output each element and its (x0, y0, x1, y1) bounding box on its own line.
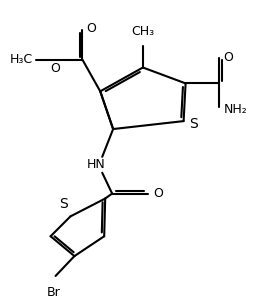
Text: S: S (59, 198, 68, 211)
Text: CH₃: CH₃ (131, 25, 155, 38)
Text: NH₂: NH₂ (223, 103, 247, 116)
Text: S: S (190, 117, 198, 131)
Text: O: O (51, 62, 61, 75)
Text: Br: Br (47, 286, 61, 299)
Text: O: O (153, 187, 163, 200)
Text: O: O (86, 22, 96, 35)
Text: H₃C: H₃C (10, 53, 33, 66)
Text: HN: HN (87, 158, 106, 171)
Text: O: O (223, 51, 233, 64)
